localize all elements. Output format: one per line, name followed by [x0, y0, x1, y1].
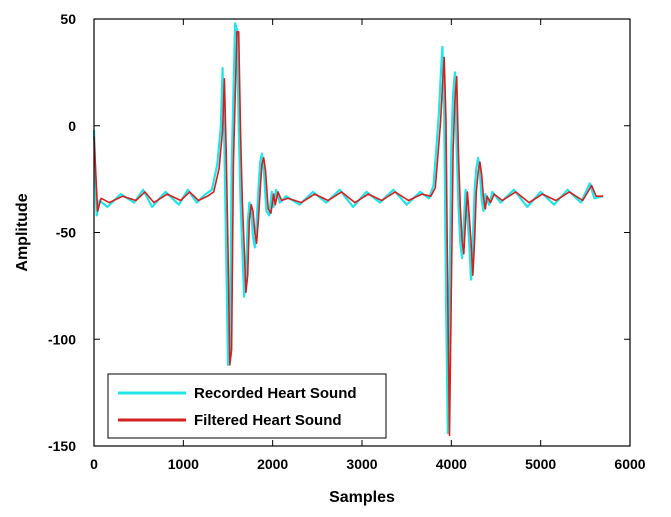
x-tick-label: 1000	[168, 456, 199, 472]
series-recorded-heart-sound	[92, 22, 604, 435]
series-layer	[92, 22, 604, 437]
x-tick-label: 0	[90, 456, 98, 472]
y-tick-label: 50	[60, 11, 76, 27]
x-tick-label: 2000	[257, 456, 288, 472]
legend-label-recorded: Recorded Heart Sound	[194, 385, 357, 402]
x-tick-label: 5000	[525, 456, 556, 472]
x-tick-label: 3000	[346, 456, 377, 472]
legend-label-filtered: Filtered Heart Sound	[194, 412, 342, 429]
y-tick-label: -100	[48, 331, 76, 347]
x-axis-label: Samples	[329, 489, 395, 506]
y-tick-label: -50	[56, 225, 76, 241]
y-tick-label: -150	[48, 438, 76, 454]
y-axis-label: Amplitude	[14, 193, 31, 271]
series-filtered-heart-sound	[93, 30, 604, 437]
x-tick-label: 6000	[614, 456, 645, 472]
y-tick-label: 0	[68, 118, 76, 134]
legend: Recorded Heart Sound Filtered Heart Soun…	[107, 373, 387, 439]
ticks-layer: 0 1000 2000 3000 4000 5000 6000 50 0 -50 -100 -150	[48, 11, 646, 472]
x-tick-label: 4000	[436, 456, 467, 472]
legend-box	[107, 373, 387, 439]
